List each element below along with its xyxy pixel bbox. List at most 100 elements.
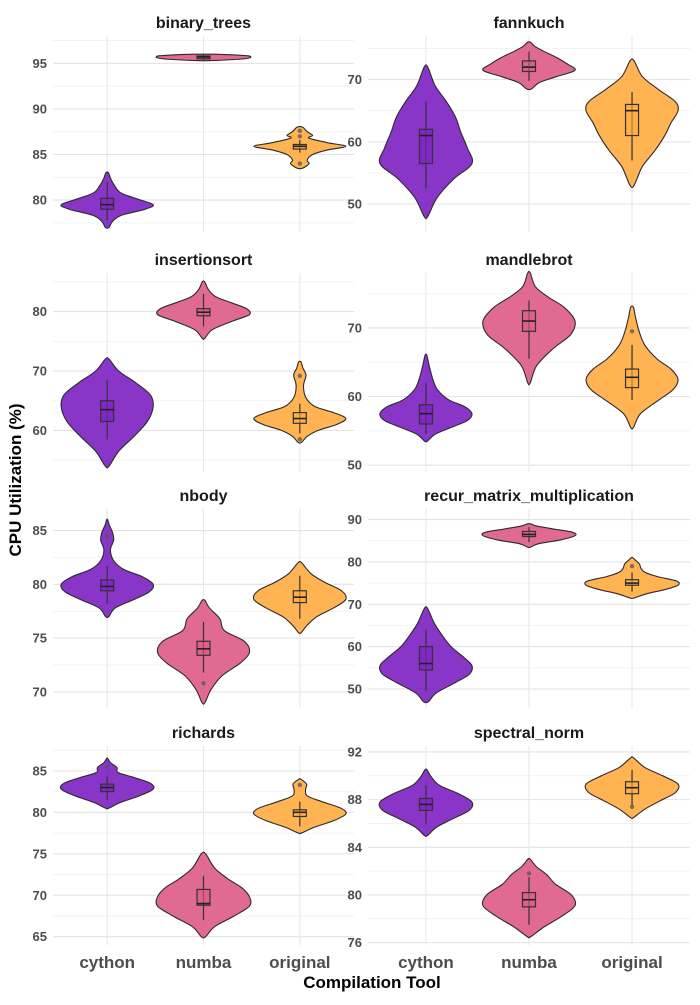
violin-cython xyxy=(59,757,155,810)
outlier-point xyxy=(629,563,635,569)
outlier-point xyxy=(629,329,635,334)
y-tick-label: 70 xyxy=(33,364,47,379)
violin-original xyxy=(584,556,680,599)
violin-original xyxy=(584,756,680,820)
panel-title: fannkuch xyxy=(493,15,564,32)
panel-fannkuch: fannkuch 50 60 70 xyxy=(348,15,690,232)
panel-title: mandlebrot xyxy=(485,252,573,269)
violin-body-original xyxy=(253,360,347,444)
y-tick-label: 60 xyxy=(33,423,47,438)
violin-original xyxy=(253,126,347,170)
violin-numba xyxy=(156,280,251,341)
boxplot-box xyxy=(100,579,115,592)
violin-original xyxy=(253,360,347,444)
y-tick-label: 60 xyxy=(348,134,362,149)
panel-nbody: nbody 70 75 80 85 xyxy=(33,488,354,708)
violin-cython xyxy=(378,768,474,837)
violin-numba xyxy=(155,53,252,62)
boxplot-box xyxy=(418,128,434,165)
y-tick-label: 85 xyxy=(33,523,47,538)
y-tick-label: 75 xyxy=(33,846,47,861)
y-tick-label: 75 xyxy=(33,631,47,646)
y-tick-label: 65 xyxy=(33,929,47,944)
y-tick-label: 80 xyxy=(33,805,47,820)
outlier-point xyxy=(297,128,303,134)
panel-title: binary_trees xyxy=(156,15,251,32)
violin-cython xyxy=(60,171,154,229)
violin-numba xyxy=(156,598,251,705)
outlier-point xyxy=(297,437,303,442)
panel-title: nbody xyxy=(180,488,228,505)
y-tick-label: 60 xyxy=(348,639,362,654)
x-tick-label: original xyxy=(269,953,330,972)
y-tick-label: 70 xyxy=(348,320,362,335)
y-tick-label: 50 xyxy=(348,681,362,696)
panel-richards: richards 65 70 75 80 85 cython numba original xyxy=(33,725,354,972)
y-tick-label: 70 xyxy=(33,684,47,699)
outlier-point xyxy=(297,161,303,166)
violin-original xyxy=(585,58,679,189)
y-tick-label: 70 xyxy=(348,72,362,87)
outlier-point xyxy=(104,533,110,539)
boxplot-box xyxy=(196,888,211,906)
boxplot-box xyxy=(292,809,307,818)
violin-numba xyxy=(481,523,577,549)
y-tick-label: 80 xyxy=(33,193,47,208)
boxplot-box xyxy=(624,368,640,389)
boxplot-box xyxy=(418,646,434,671)
violin-cython xyxy=(60,518,155,619)
y-tick-label: 95 xyxy=(33,56,47,71)
boxplot-box xyxy=(100,400,115,423)
x-tick-label: cython xyxy=(79,953,135,972)
panel-title: spectral_norm xyxy=(474,725,584,742)
panel-title: recur_matrix_multiplication xyxy=(424,488,634,505)
outlier-point xyxy=(629,804,635,809)
panel-binary-trees: binary_trees 80 85 90 95 xyxy=(33,15,354,232)
violin-cython xyxy=(60,357,154,469)
violin-numba xyxy=(482,270,576,386)
y-tick-label: 88 xyxy=(348,792,362,807)
violin-numba xyxy=(482,41,576,91)
x-axis-title: Compilation Tool xyxy=(303,973,441,992)
x-tick-label: numba xyxy=(501,953,557,972)
y-tick-label: 80 xyxy=(348,887,362,902)
x-tick-label: numba xyxy=(176,953,232,972)
violin-original xyxy=(252,778,347,835)
outlier-point xyxy=(526,871,532,876)
y-tick-label: 85 xyxy=(33,147,47,162)
panel-mandlebrot: mandlebrot 50 60 70 xyxy=(348,252,690,473)
y-tick-label: 76 xyxy=(348,935,362,950)
y-tick-label: 90 xyxy=(348,512,362,527)
y-tick-label: 84 xyxy=(348,840,363,855)
y-axis-title: CPU Utilization (%) xyxy=(6,404,25,557)
violin-numba xyxy=(481,857,577,939)
panel-spectral-norm: spectral_norm 76 80 84 88 92 cython numba origin… xyxy=(348,725,690,972)
y-tick-label: 80 xyxy=(33,577,47,592)
violin-cython xyxy=(378,606,473,704)
y-tick-label: 70 xyxy=(33,888,47,903)
y-tick-label: 92 xyxy=(348,744,362,759)
violin-cython xyxy=(379,353,473,443)
outlier-point xyxy=(297,134,303,139)
outlier-point xyxy=(201,681,206,686)
y-tick-label: 70 xyxy=(348,597,362,612)
outlier-point xyxy=(297,373,303,378)
outlier-point xyxy=(297,782,303,788)
outlier-point xyxy=(104,764,110,769)
panel-insertionsort: insertionsort 60 70 80 xyxy=(33,252,354,472)
x-tick-label: cython xyxy=(398,953,454,972)
boxplot-box xyxy=(100,197,115,210)
y-tick-label: 90 xyxy=(33,101,47,116)
y-tick-label: 50 xyxy=(348,197,362,212)
panel-title: insertionsort xyxy=(155,252,253,269)
boxplot-box xyxy=(624,103,640,137)
violin-original xyxy=(585,305,679,430)
y-tick-label: 85 xyxy=(33,763,47,778)
y-tick-label: 50 xyxy=(348,458,362,473)
x-tick-label: original xyxy=(601,953,662,972)
y-tick-label: 80 xyxy=(348,554,362,569)
y-tick-label: 80 xyxy=(33,304,47,319)
violin-original xyxy=(252,560,347,635)
